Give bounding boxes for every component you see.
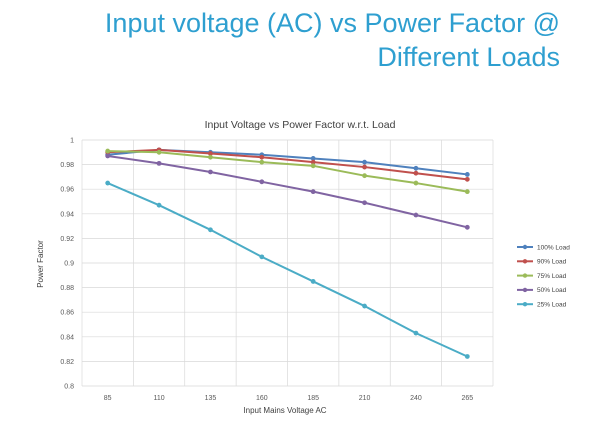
- series-25-load: [105, 180, 470, 359]
- series-line: [106, 154, 469, 229]
- y-tick-label: 0.8: [64, 384, 74, 391]
- data-point: [413, 165, 419, 171]
- data-point: [413, 212, 419, 218]
- chart-title: Input Voltage vs Power Factor w.r.t. Loa…: [205, 119, 396, 131]
- slide-title-line-2: Different Loads: [377, 42, 560, 72]
- legend-swatch-marker: [522, 273, 528, 278]
- x-tick-label: 160: [256, 395, 268, 402]
- data-point: [310, 159, 316, 165]
- data-point: [413, 180, 419, 186]
- x-tick-label: 85: [104, 395, 112, 402]
- data-point: [413, 170, 419, 176]
- data-point: [105, 148, 111, 154]
- legend-swatch-marker: [522, 244, 528, 250]
- series-line: [106, 150, 469, 193]
- series-75-load: [105, 148, 470, 195]
- data-point: [464, 176, 470, 182]
- data-point: [310, 189, 316, 195]
- data-point: [208, 227, 213, 233]
- y-tick-label: 0.94: [60, 211, 74, 218]
- legend-label: 90% Load: [537, 259, 567, 266]
- legend-label: 75% Load: [537, 273, 567, 280]
- y-axis-title: Power Factor: [36, 240, 45, 288]
- data-point: [156, 149, 162, 155]
- y-tick-label: 0.84: [60, 334, 74, 341]
- legend-label: 50% Load: [537, 287, 567, 294]
- y-tick-label: 1: [70, 138, 74, 145]
- data-point: [464, 354, 470, 359]
- x-tick-label: 240: [410, 395, 422, 402]
- data-point: [464, 172, 470, 177]
- x-tick-label: 110: [153, 395, 164, 402]
- data-point: [259, 159, 265, 165]
- gridlines: [81, 139, 494, 387]
- series-50-load: [105, 153, 470, 230]
- data-point: [105, 180, 111, 186]
- data-point: [310, 163, 316, 169]
- y-tick-label: 0.86: [60, 310, 74, 317]
- data-point: [362, 159, 367, 165]
- data-point: [259, 179, 265, 185]
- axes: 0.80.820.840.860.880.90.920.940.960.9818…: [60, 138, 473, 403]
- data-point: [362, 164, 367, 170]
- x-tick-label: 135: [205, 395, 217, 402]
- series-90-load: [105, 147, 470, 182]
- data-point: [464, 224, 470, 230]
- y-tick-label: 0.88: [60, 285, 74, 292]
- legend-item: 75% Load: [517, 273, 567, 280]
- series-line: [106, 182, 469, 358]
- legend-swatch-marker: [522, 287, 528, 293]
- series-line: [106, 148, 469, 181]
- data-point: [259, 254, 265, 260]
- legend-swatch-marker: [522, 259, 528, 264]
- legend-label: 100% Load: [537, 244, 570, 251]
- data-point: [310, 156, 316, 161]
- y-tick-label: 0.92: [60, 236, 74, 243]
- legend-item: 50% Load: [517, 287, 567, 294]
- data-point: [105, 153, 111, 159]
- data-point: [156, 202, 162, 208]
- data-point: [156, 160, 162, 166]
- data-point: [259, 154, 265, 160]
- x-tick-label: 210: [359, 395, 371, 402]
- data-point: [310, 279, 316, 284]
- y-tick-label: 0.96: [60, 187, 74, 194]
- legend-item: 100% Load: [517, 244, 570, 251]
- data-point: [362, 303, 367, 309]
- data-point: [208, 154, 213, 160]
- legend-item: 90% Load: [517, 259, 567, 266]
- slide-title-line-1: Input voltage (AC) vs Power Factor @: [104, 8, 560, 38]
- legend: 100% Load 90% Load 75% Load 50% Load 25% Loa…: [517, 244, 570, 309]
- data-point: [413, 330, 419, 336]
- series-lines: [105, 147, 470, 359]
- legend-swatch-marker: [522, 302, 528, 307]
- legend-item: 25% Load: [517, 302, 567, 309]
- data-point: [208, 151, 213, 156]
- x-tick-label: 185: [307, 395, 319, 402]
- data-point: [464, 189, 470, 195]
- x-tick-label: 265: [461, 395, 473, 402]
- data-point: [362, 173, 367, 179]
- y-tick-label: 0.9: [64, 261, 74, 268]
- data-point: [208, 169, 213, 175]
- data-point: [362, 200, 367, 206]
- y-tick-label: 0.82: [60, 359, 74, 366]
- slide-title: Input voltage (AC) vs Power Factor @ Dif…: [60, 6, 560, 74]
- x-axis-title: Input Mains Voltage AC: [243, 406, 326, 415]
- y-tick-label: 0.98: [60, 162, 74, 169]
- legend-label: 25% Load: [537, 302, 567, 309]
